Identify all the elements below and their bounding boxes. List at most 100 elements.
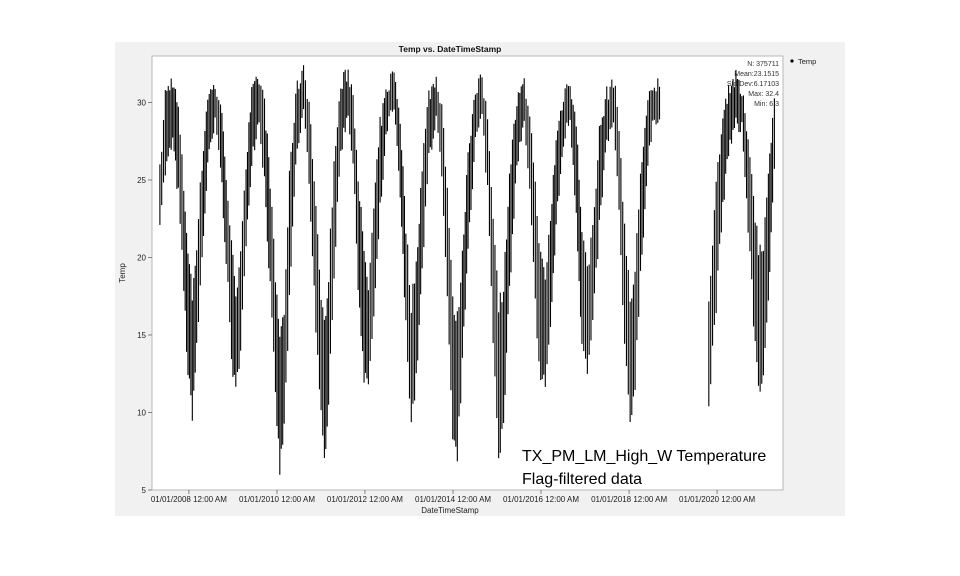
- data-point-band: [216, 96, 218, 135]
- data-point-band: [625, 255, 627, 366]
- stat-mean: Mean:23.1515: [734, 71, 779, 78]
- data-point-band: [352, 95, 354, 164]
- data-point-band: [757, 255, 760, 386]
- data-point-band: [366, 276, 368, 379]
- data-point-band: [227, 200, 229, 282]
- data-point-band: [614, 85, 616, 151]
- data-point-band: [764, 217, 766, 348]
- data-point-band: [592, 225, 594, 320]
- data-point-band: [593, 207, 595, 294]
- x-tick-label: 01/01/2020 12:00 AM: [679, 495, 755, 504]
- data-point-band: [388, 90, 390, 117]
- data-point-band: [320, 299, 322, 411]
- data-point-band: [744, 113, 746, 178]
- data-point-band: [503, 291, 505, 424]
- y-axis: 5 10 15 20 25 30: [137, 99, 152, 495]
- data-point-band: [766, 197, 768, 323]
- data-point-band: [483, 98, 485, 136]
- data-point-band: [233, 276, 235, 375]
- data-point-band: [629, 301, 631, 423]
- data-point-band: [254, 81, 256, 151]
- data-point-band: [754, 222, 756, 342]
- data-point-band: [575, 126, 577, 213]
- data-point-band: [304, 80, 306, 129]
- data-marks: [159, 65, 775, 475]
- data-point-band: [560, 110, 562, 174]
- data-point-band: [770, 142, 772, 233]
- data-point-band: [517, 92, 519, 162]
- y-tick-label: 10: [137, 409, 146, 418]
- data-point-band: [273, 238, 275, 352]
- data-point-band: [713, 210, 715, 325]
- data-point-band: [439, 103, 441, 152]
- data-point-band: [333, 161, 335, 279]
- caption-line-1: TX_PM_LM_High_W Temperature: [522, 448, 766, 465]
- data-point-band: [241, 221, 243, 310]
- data-point-band: [173, 87, 175, 152]
- chart-title: Temp vs. DateTimeStamp: [399, 44, 502, 54]
- y-tick-label: 20: [137, 254, 146, 263]
- data-point-band: [557, 130, 559, 202]
- data-point-band: [159, 164, 161, 225]
- data-point-band: [360, 206, 362, 337]
- data-point-band: [428, 90, 430, 153]
- data-point-band: [183, 190, 185, 291]
- data-point-band: [448, 227, 450, 345]
- data-point-band: [367, 290, 369, 385]
- data-point-band: [520, 86, 522, 142]
- data-point-band: [373, 208, 375, 317]
- data-point-band: [455, 320, 457, 447]
- data-point-band: [221, 112, 223, 183]
- data-point-band: [735, 69, 737, 118]
- data-point-band: [531, 133, 533, 226]
- data-point-band: [552, 174, 554, 274]
- data-point-band: [441, 104, 443, 177]
- data-point-band: [571, 99, 573, 148]
- data-point-band: [536, 215, 538, 339]
- data-point-band: [280, 326, 282, 449]
- data-point-band: [363, 250, 365, 383]
- data-point-band: [382, 103, 384, 180]
- data-point-band: [494, 244, 496, 377]
- data-point-band: [609, 86, 611, 130]
- data-point-band: [525, 98, 527, 146]
- data-point-band: [456, 311, 458, 462]
- y-tick-label: 15: [137, 331, 146, 340]
- data-point-band: [225, 180, 227, 264]
- x-tick-label: 01/01/2018 12:00 AM: [591, 495, 667, 504]
- data-point-band: [230, 240, 233, 360]
- data-point-band: [283, 314, 285, 424]
- data-point-band: [196, 250, 198, 343]
- data-point-band: [421, 171, 423, 269]
- data-point-band: [292, 142, 294, 227]
- data-point-band: [251, 87, 253, 166]
- data-point-band: [460, 282, 462, 404]
- data-point-band: [561, 110, 563, 157]
- data-point-band: [508, 173, 511, 286]
- data-point-band: [310, 124, 312, 222]
- data-point-band: [481, 77, 483, 115]
- x-axis: 01/01/2008 12:00 AM 01/01/2010 12:00 AM 01…: [151, 490, 755, 504]
- data-point-band: [169, 90, 171, 148]
- data-point-band: [510, 164, 512, 273]
- data-point-band: [554, 165, 556, 256]
- data-point-band: [598, 126, 600, 220]
- data-point-band: [519, 92, 521, 143]
- data-point-band: [188, 264, 190, 379]
- data-point-band: [574, 111, 576, 196]
- data-point-band: [496, 270, 498, 419]
- data-point-band: [224, 156, 226, 243]
- data-point-band: [322, 307, 324, 436]
- data-point-band: [211, 89, 213, 139]
- data-point-band: [733, 87, 736, 128]
- data-point-band: [604, 99, 606, 153]
- chart-svg: Temp vs. DateTimeStamp 5 10 15 20 25 30 01/01…: [118, 44, 816, 515]
- data-point-band: [434, 87, 436, 131]
- data-point-band: [374, 182, 376, 289]
- data-point-band: [468, 143, 471, 223]
- data-point-band: [295, 93, 297, 165]
- data-point-band: [290, 151, 292, 267]
- data-point-band: [641, 162, 643, 255]
- data-point-band: [634, 271, 636, 390]
- data-point-band: [362, 231, 364, 352]
